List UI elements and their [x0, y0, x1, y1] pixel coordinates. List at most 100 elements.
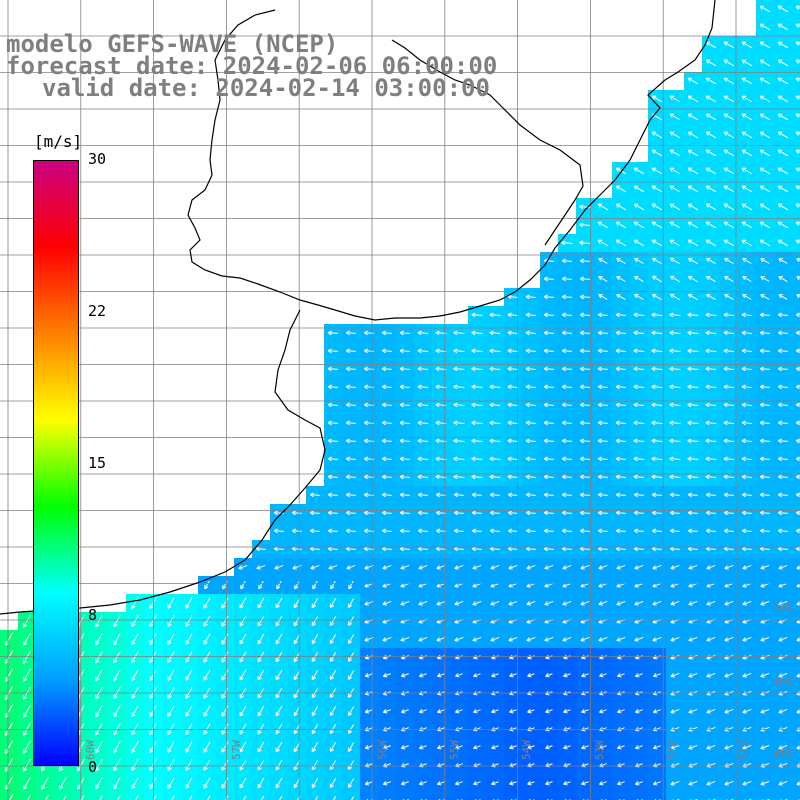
wind-arrow	[597, 384, 608, 390]
wind-arrow	[741, 239, 753, 247]
wind-arrow	[777, 203, 789, 211]
wind-arrow	[453, 438, 465, 444]
wind-arrow	[741, 456, 753, 462]
wind-arrow	[221, 633, 229, 645]
wind-arrow	[525, 330, 537, 336]
wind-arrow	[95, 668, 103, 682]
wind-arrow	[329, 670, 337, 681]
wind-arrow	[796, 781, 800, 786]
wind-arrow	[759, 492, 770, 498]
wind-arrow	[185, 723, 193, 735]
wind-arrow	[795, 59, 800, 64]
wind-cell	[144, 792, 162, 800]
wind-arrow	[669, 402, 681, 408]
wind-cell	[792, 594, 800, 612]
wind-arrow	[687, 257, 698, 265]
wind-arrow	[687, 77, 699, 85]
wind-arrow	[435, 528, 446, 534]
wind-arrow	[759, 384, 770, 390]
wind-arrow	[634, 275, 644, 283]
wind-arrow	[399, 384, 411, 390]
wind-arrow	[22, 722, 32, 736]
wind-arrow	[741, 474, 753, 480]
wind-arrow	[759, 203, 771, 211]
wind-arrow	[742, 258, 752, 264]
wind-arrow	[651, 131, 663, 139]
wind-arrow	[705, 474, 717, 480]
wind-arrow	[669, 420, 681, 426]
wind-arrow	[491, 708, 499, 714]
wind-arrow	[455, 780, 463, 786]
wind-arrow	[399, 474, 411, 480]
wind-arrow	[418, 781, 427, 786]
wind-arrow	[724, 708, 734, 714]
wind-arrow	[400, 781, 409, 786]
lat-label-41s: 41S	[772, 748, 792, 761]
wind-cell	[522, 792, 540, 800]
wind-arrow	[759, 510, 770, 516]
wind-arrow	[471, 510, 482, 516]
wind-arrow	[760, 654, 770, 660]
wind-arrow	[525, 366, 537, 372]
wind-arrow	[598, 258, 608, 264]
wind-arrow	[563, 672, 571, 678]
wind-arrow	[705, 77, 717, 85]
wind-arrow	[634, 564, 644, 570]
wind-arrow	[381, 456, 392, 462]
wind-arrow	[347, 670, 355, 680]
wind-arrow	[669, 275, 680, 283]
wind-arrow	[651, 257, 662, 265]
wind-arrow	[795, 474, 800, 480]
wind-arrow	[705, 203, 717, 211]
wind-arrow	[113, 759, 121, 772]
wind-arrow	[400, 709, 409, 714]
wind-arrow	[167, 741, 175, 753]
wind-arrow	[579, 402, 590, 408]
wind-arrow	[347, 742, 355, 752]
wind-arrow	[418, 673, 427, 678]
wind-arrow	[221, 669, 229, 681]
wind-arrow	[113, 705, 121, 718]
wind-arrow	[417, 348, 429, 354]
wind-arrow	[795, 23, 800, 28]
wind-arrow	[615, 474, 627, 480]
wind-arrow	[382, 600, 392, 606]
wind-arrow	[327, 330, 338, 336]
wind-arrow	[185, 633, 193, 645]
wind-arrow	[131, 741, 139, 754]
wind-arrow	[239, 759, 247, 771]
wind-arrow	[473, 744, 481, 750]
wind-arrow	[203, 759, 211, 771]
wind-arrow	[670, 582, 680, 588]
wind-arrow	[345, 510, 356, 516]
wind-arrow	[489, 528, 500, 534]
wind-arrow	[185, 759, 193, 771]
wind-arrow	[723, 402, 735, 408]
wind-arrow	[724, 726, 734, 732]
wind-arrow	[724, 564, 734, 570]
wind-arrow	[525, 348, 537, 354]
wind-arrow	[581, 744, 589, 750]
wind-cell	[792, 144, 800, 162]
wind-arrow	[453, 474, 465, 480]
wind-cell	[792, 630, 800, 648]
wind-arrow	[455, 708, 463, 714]
wind-arrow	[22, 632, 32, 646]
wind-arrow	[131, 597, 139, 610]
wind-cell	[360, 792, 378, 800]
wind-arrow	[345, 330, 356, 336]
wind-arrow	[688, 672, 698, 678]
wind-arrow	[204, 580, 210, 590]
wind-arrow	[669, 528, 680, 534]
wind-arrow	[796, 637, 800, 642]
wind-arrow	[221, 705, 229, 717]
wind-arrow	[795, 95, 800, 100]
wind-arrow	[759, 167, 771, 175]
wind-arrow	[543, 420, 554, 426]
wind-arrow	[705, 366, 717, 372]
wind-arrow	[417, 474, 429, 480]
wind-arrow	[795, 402, 800, 408]
wind-arrow	[131, 669, 139, 682]
wind-arrow	[724, 654, 734, 660]
wind-arrow	[489, 366, 501, 372]
